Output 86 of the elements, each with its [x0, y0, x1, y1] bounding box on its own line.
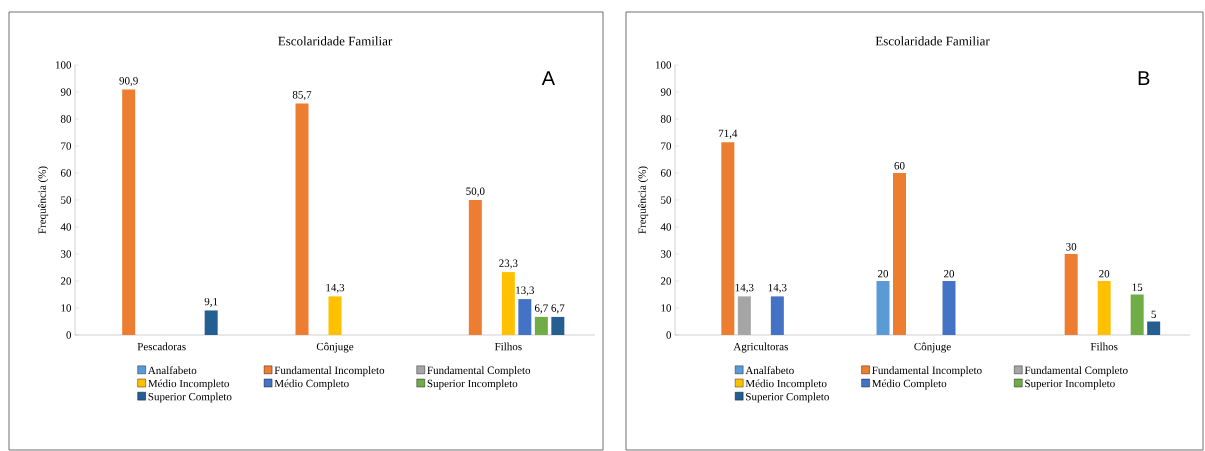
- legend-label: Superior Incompleto: [1025, 379, 1115, 390]
- legend-label: Superior Completo: [148, 392, 232, 403]
- data-label: 5: [1151, 310, 1156, 318]
- y-tick-label: 100: [655, 61, 672, 69]
- bar: [1147, 321, 1161, 335]
- legend-label: Fundamental Incompleto: [274, 366, 385, 377]
- bar: [1130, 294, 1144, 335]
- y-tick-label: 10: [61, 304, 72, 312]
- data-label: 60: [894, 162, 905, 170]
- legend-label: Fundamental Incompleto: [872, 366, 982, 377]
- y-tick-label: 90: [60, 88, 72, 96]
- bar: [328, 296, 342, 335]
- data-label: 90,9: [119, 77, 138, 87]
- x-tick-label: Filhos: [494, 342, 522, 351]
- bar: [1097, 281, 1111, 335]
- y-tick-label: 90: [660, 88, 672, 96]
- bar: [534, 316, 548, 335]
- bar: [501, 272, 515, 335]
- bar: [551, 316, 565, 335]
- bar: [468, 200, 482, 335]
- y-tick-label: 70: [61, 142, 72, 150]
- x-tick-label: Filhos: [1090, 342, 1118, 351]
- data-label: 14,3: [735, 283, 754, 293]
- legend-label: Médio Completo: [274, 379, 349, 390]
- y-tick-label: 10: [661, 304, 672, 312]
- y-tick-label: 50: [661, 196, 672, 204]
- y-tick-label: 0: [66, 331, 72, 339]
- y-tick-label: 60: [660, 169, 672, 177]
- y-tick-label: 20: [660, 277, 672, 285]
- data-label: 6,7: [534, 304, 548, 314]
- legend-label: Médio Incompleto: [745, 379, 827, 390]
- data-label: 6,7: [551, 304, 565, 314]
- x-tick-label: Cônjuge: [914, 342, 951, 353]
- y-tick-label: 40: [660, 223, 672, 231]
- y-axis-title: Frequência (%): [38, 166, 49, 234]
- y-tick-label: 80: [60, 115, 72, 123]
- data-label: 71,4: [718, 129, 738, 139]
- legend-label: Fundamental Completo: [427, 366, 531, 377]
- bar: [942, 281, 956, 335]
- data-label: 50,0: [466, 187, 485, 197]
- bar: [721, 142, 735, 335]
- bar: [518, 299, 532, 335]
- bar: [893, 173, 907, 335]
- data-label: 20: [1099, 270, 1110, 278]
- y-tick-label: 60: [60, 169, 72, 177]
- y-tick-label: 50: [61, 196, 72, 204]
- chart-title: Escolaridade Familiar: [278, 36, 393, 46]
- annotation: B: [1138, 71, 1150, 85]
- data-label: 15: [1132, 283, 1143, 291]
- y-tick-label: 70: [661, 142, 672, 150]
- legend-label: Médio Incompleto: [148, 379, 230, 390]
- bar: [122, 89, 136, 335]
- bar: [204, 310, 218, 335]
- bar: [295, 103, 309, 335]
- legend-label: Médio Completo: [872, 379, 947, 390]
- y-tick-label: 40: [60, 223, 72, 231]
- x-tick-label: Agricultoras: [733, 342, 788, 353]
- legend-label: Analfabeto: [147, 366, 197, 375]
- legend-label: Superior Completo: [746, 392, 829, 403]
- x-tick-label: Cônjuge: [316, 342, 354, 353]
- data-label: 20: [877, 270, 889, 278]
- bar: [770, 296, 784, 335]
- y-tick-label: 100: [55, 61, 72, 69]
- y-tick-label: 30: [61, 250, 72, 258]
- data-label: 23,3: [499, 259, 518, 269]
- data-label: 13,3: [516, 286, 535, 296]
- x-tick-label: Pescadoras: [137, 342, 186, 351]
- y-tick-label: 20: [60, 277, 72, 285]
- bar: [737, 296, 751, 335]
- bar: [876, 281, 890, 335]
- legend-label: Superior Incompleto: [427, 379, 518, 390]
- legend-label: Fundamental Completo: [1024, 366, 1128, 377]
- y-axis-title: Frequência (%): [638, 166, 649, 234]
- data-label: 14,3: [768, 283, 787, 293]
- data-label: 20: [943, 270, 955, 278]
- bar: [1064, 254, 1078, 335]
- y-tick-label: 0: [666, 331, 672, 339]
- data-label: 14,3: [326, 283, 345, 293]
- data-label: 85,7: [292, 91, 312, 101]
- y-tick-label: 30: [661, 250, 672, 258]
- data-label: 9,1: [204, 297, 218, 307]
- chart-title: Escolaridade Familiar: [875, 36, 990, 46]
- y-tick-label: 80: [660, 115, 672, 123]
- annotation: A: [541, 71, 556, 85]
- legend-label: Analfabeto: [745, 366, 794, 375]
- data-label: 30: [1066, 243, 1077, 251]
